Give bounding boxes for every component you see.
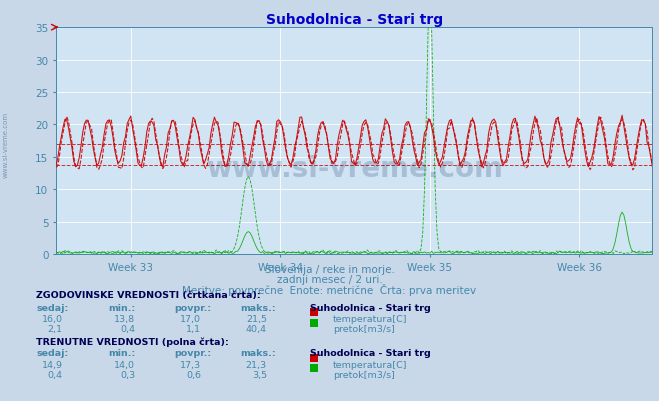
Text: 0,6: 0,6 — [186, 370, 201, 379]
Text: www.si-vreme.com: www.si-vreme.com — [2, 111, 9, 177]
Text: Suhodolnica - Stari trg: Suhodolnica - Stari trg — [310, 348, 430, 357]
Text: temperatura[C]: temperatura[C] — [333, 360, 407, 369]
Text: www.si-vreme.com: www.si-vreme.com — [206, 154, 503, 182]
Text: povpr.:: povpr.: — [175, 348, 212, 357]
Text: temperatura[C]: temperatura[C] — [333, 314, 407, 323]
Text: Slovenija / reke in morje.: Slovenija / reke in morje. — [264, 265, 395, 275]
Text: ZGODOVINSKE VREDNOSTI (črtkana črta):: ZGODOVINSKE VREDNOSTI (črtkana črta): — [36, 291, 261, 300]
Text: 2,1: 2,1 — [47, 324, 63, 333]
Text: 0,3: 0,3 — [120, 370, 135, 379]
Text: pretok[m3/s]: pretok[m3/s] — [333, 324, 395, 333]
Text: 21,5: 21,5 — [246, 314, 267, 323]
Text: sedaj:: sedaj: — [36, 303, 69, 312]
Text: 0,4: 0,4 — [120, 324, 135, 333]
Text: 13,8: 13,8 — [114, 314, 135, 323]
Text: Meritve: povprečne  Enote: metrične  Črta: prva meritev: Meritve: povprečne Enote: metrične Črta:… — [183, 283, 476, 295]
Text: 0,4: 0,4 — [47, 370, 63, 379]
Text: 14,9: 14,9 — [42, 360, 63, 369]
Text: min.:: min.: — [109, 348, 136, 357]
Text: pretok[m3/s]: pretok[m3/s] — [333, 370, 395, 379]
Text: maks.:: maks.: — [241, 303, 276, 312]
Text: Suhodolnica - Stari trg: Suhodolnica - Stari trg — [310, 303, 430, 312]
Text: 17,0: 17,0 — [180, 314, 201, 323]
Text: zadnji mesec / 2 uri.: zadnji mesec / 2 uri. — [277, 274, 382, 284]
Text: TRENUTNE VREDNOSTI (polna črta):: TRENUTNE VREDNOSTI (polna črta): — [36, 336, 229, 346]
Text: maks.:: maks.: — [241, 348, 276, 357]
Text: 1,1: 1,1 — [186, 324, 201, 333]
Text: 16,0: 16,0 — [42, 314, 63, 323]
Title: Suhodolnica - Stari trg: Suhodolnica - Stari trg — [266, 13, 443, 27]
Text: 14,0: 14,0 — [114, 360, 135, 369]
Text: 21,3: 21,3 — [246, 360, 267, 369]
Text: 17,3: 17,3 — [180, 360, 201, 369]
Text: povpr.:: povpr.: — [175, 303, 212, 312]
Text: 40,4: 40,4 — [246, 324, 267, 333]
Text: 3,5: 3,5 — [252, 370, 267, 379]
Text: min.:: min.: — [109, 303, 136, 312]
Text: sedaj:: sedaj: — [36, 348, 69, 357]
